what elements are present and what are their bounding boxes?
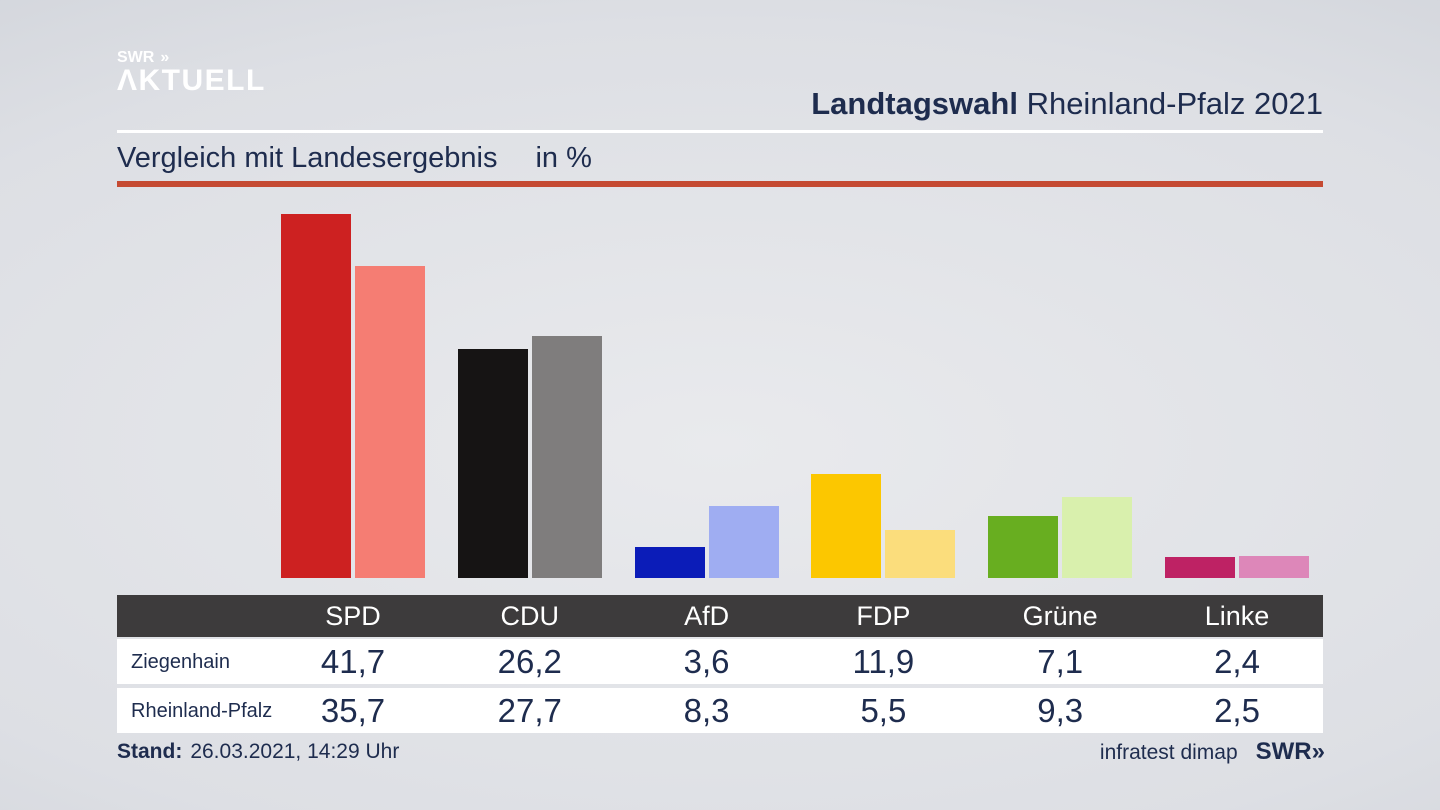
header-divider: [117, 130, 1323, 133]
swr-logo-text: SWR: [1255, 738, 1312, 765]
bar-rheinland-pfalz-cdu: [531, 336, 602, 578]
bar-group-fdp: [811, 474, 956, 578]
chart-unit-label: in %: [535, 142, 592, 174]
bar-group-gr-ne: [988, 497, 1133, 578]
logo-aktuell-text: ΛKTUELL: [117, 64, 266, 98]
value-rheinland-pfalz-afd: 8,3: [683, 692, 730, 729]
subtitle-underline: [117, 181, 1323, 187]
party-label-linke: Linke: [1204, 601, 1270, 631]
bar-ziegenhain-cdu: [457, 349, 528, 578]
bar-group-spd: [281, 214, 425, 578]
chart-subtitle: Vergleich mit Landesergebnis in %: [117, 142, 1323, 175]
chart-subtitle-text: Vergleich mit Landesergebnis: [117, 142, 498, 174]
value-ziegenhain-gr-ne: 7,1: [1037, 643, 1084, 680]
bar-ziegenhain-spd: [281, 214, 351, 578]
credits: infratest dimap SWR»: [117, 738, 1325, 766]
table-row-ziegenhain: Ziegenhain 41,7 26,2 3,6 11,9 7,1 2,4: [117, 639, 1323, 684]
value-ziegenhain-cdu: 26,2: [497, 643, 562, 680]
row-label-ziegenhain: Ziegenhain: [131, 651, 230, 673]
value-rheinland-pfalz-linke: 2,5: [1214, 692, 1260, 729]
bar-rheinland-pfalz-gr-ne: [1062, 497, 1133, 578]
source-credit: infratest dimap: [1099, 741, 1238, 764]
value-rheinland-pfalz-spd: 35,7: [320, 692, 386, 729]
logo-chevrons-icon: »: [160, 49, 169, 66]
page-title-bold: Landtagswahl: [811, 86, 1018, 121]
value-ziegenhain-spd: 41,7: [320, 643, 386, 680]
bar-group-linke: [1165, 556, 1309, 578]
table-row-rheinland-pfalz: Rheinland-Pfalz 35,7 27,7 8,3 5,5 9,3 2,5: [117, 688, 1323, 733]
bar-ziegenhain-afd: [634, 547, 705, 578]
page-title: Landtagswahl Rheinland-Pfalz 2021: [117, 86, 1323, 122]
table-header-row: SPD CDU AfD FDP Grüne Linke: [117, 595, 1323, 637]
bar-chart: [117, 186, 1323, 578]
party-label-gr-ne: Grüne: [1022, 601, 1098, 631]
swr-logo-chevrons-icon: »: [1311, 738, 1325, 765]
table-body: Ziegenhain 41,7 26,2 3,6 11,9 7,1 2,4 Rheinland…: [117, 639, 1323, 733]
bar-ziegenhain-gr-ne: [988, 516, 1059, 578]
bar-rheinland-pfalz-fdp: [885, 530, 956, 578]
bar-rheinland-pfalz-linke: [1239, 556, 1309, 578]
results-table: SPD CDU AfD FDP Grüne Linke Ziegenhain 41,7 26,…: [117, 595, 1323, 733]
swr-aktuell-logo: SWR » ΛKTUELL: [117, 49, 1323, 98]
swr-logo-bottom: SWR»: [1255, 738, 1325, 765]
bar-group-cdu: [457, 336, 602, 578]
value-ziegenhain-afd: 3,6: [683, 643, 730, 680]
party-label-spd: SPD: [325, 601, 381, 631]
timestamp: Stand: 26.03.2021, 14:29 Uhr: [117, 740, 1323, 764]
row-label-rheinland-pfalz: Rheinland-Pfalz: [131, 700, 273, 722]
party-label-fdp: FDP: [856, 601, 911, 631]
bar-rheinland-pfalz-spd: [355, 266, 425, 578]
bar-rheinland-pfalz-afd: [708, 506, 779, 578]
bar-ziegenhain-fdp: [811, 474, 882, 578]
bar-ziegenhain-linke: [1165, 557, 1235, 578]
stand-value: 26.03.2021, 14:29 Uhr: [190, 740, 400, 763]
party-label-cdu: CDU: [500, 601, 560, 631]
logo-swr-text: SWR: [117, 49, 155, 66]
page-title-rest: Rheinland-Pfalz 2021: [1017, 86, 1323, 121]
value-ziegenhain-linke: 2,4: [1214, 643, 1260, 680]
value-ziegenhain-fdp: 11,9: [852, 643, 915, 680]
value-rheinland-pfalz-cdu: 27,7: [497, 692, 562, 729]
party-label-afd: AfD: [684, 601, 730, 631]
bar-group-afd: [634, 506, 779, 578]
value-rheinland-pfalz-fdp: 5,5: [860, 692, 907, 729]
stand-label: Stand:: [117, 740, 183, 763]
value-rheinland-pfalz-gr-ne: 9,3: [1037, 692, 1084, 729]
